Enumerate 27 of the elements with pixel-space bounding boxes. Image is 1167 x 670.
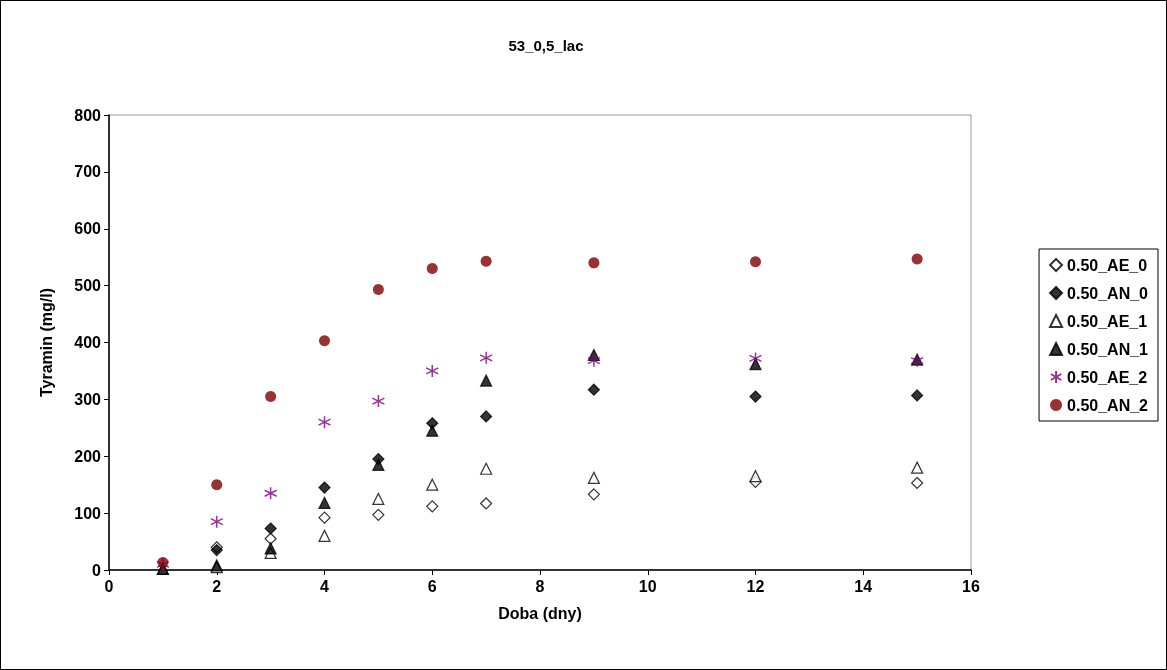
x-tick-label: 8 xyxy=(535,577,545,595)
x-tick-label: 0 xyxy=(104,577,114,595)
x-tick-label: 10 xyxy=(638,577,657,595)
legend-label: 0.50_AE_1 xyxy=(1067,312,1148,330)
x-axis-title: Doba (dny) xyxy=(498,604,582,622)
x-tick-label: 14 xyxy=(854,577,873,595)
y-tick-label: 500 xyxy=(74,277,102,295)
y-tick-label: 0 xyxy=(92,561,102,579)
legend-label: 0.50_AN_0 xyxy=(1067,284,1149,302)
y-tick-label: 600 xyxy=(74,220,102,238)
y-tick-label: 800 xyxy=(74,106,102,124)
y-tick-label: 300 xyxy=(74,390,102,408)
x-tick-label: 2 xyxy=(212,577,222,595)
legend-label: 0.50_AE_0 xyxy=(1067,256,1148,274)
y-tick-label: 200 xyxy=(74,447,102,465)
legend-label: 0.50_AE_2 xyxy=(1067,368,1148,386)
legend-label: 0.50_AN_2 xyxy=(1067,396,1149,414)
x-tick-label: 4 xyxy=(320,577,330,595)
legend-label: 0.50_AN_1 xyxy=(1067,340,1149,358)
chart-title: 53_0,5_lac xyxy=(508,37,584,54)
y-axis-title: Tyramin (mg/l) xyxy=(37,287,55,398)
y-tick-label: 400 xyxy=(74,334,102,351)
x-tick-label: 6 xyxy=(427,577,437,595)
x-tick-label: 16 xyxy=(962,577,980,595)
y-tick-label: 100 xyxy=(74,504,102,522)
x-tick-label: 12 xyxy=(746,577,765,595)
y-tick-label: 700 xyxy=(74,163,102,181)
